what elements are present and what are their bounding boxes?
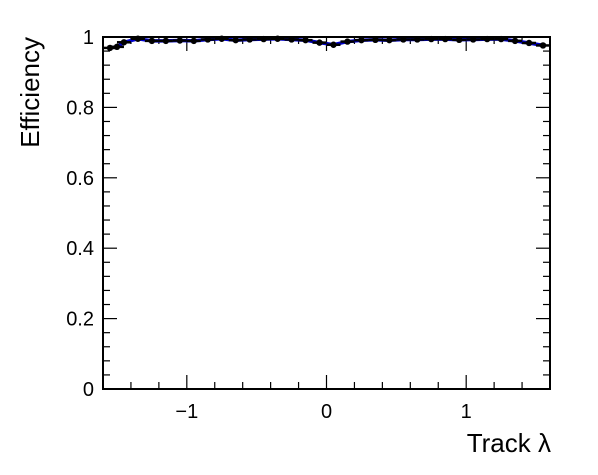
data-point — [190, 37, 197, 45]
data-point — [358, 36, 365, 44]
x-axis-label: Track λ — [467, 428, 551, 458]
data-point — [113, 43, 121, 51]
data-point — [344, 38, 351, 45]
data-point — [302, 36, 309, 44]
data-point — [525, 39, 533, 47]
data-point — [372, 36, 379, 44]
data-point — [511, 37, 519, 45]
data-point — [176, 37, 184, 44]
x-tick-label: 0 — [321, 401, 332, 423]
x-tick-label: −1 — [175, 401, 198, 423]
y-tick-label: 0.8 — [66, 97, 94, 119]
y-tick-label: 0 — [83, 379, 94, 401]
data-point — [316, 39, 323, 46]
y-tick-label: 0.2 — [66, 309, 94, 331]
y-tick-label: 1 — [83, 27, 94, 49]
data-point — [148, 37, 156, 45]
data-point — [456, 36, 463, 44]
axes: 0 0.2 0.4 0.6 0.8 1 −1 0 1 — [66, 27, 551, 423]
y-axis-label: Efficiency — [15, 37, 45, 148]
data-point — [330, 41, 337, 48]
data-point — [386, 36, 393, 44]
data-point — [120, 39, 128, 46]
data-point — [539, 42, 547, 49]
plot-frame — [102, 36, 551, 390]
data-point — [162, 37, 170, 45]
y-tick-label: 0.6 — [66, 168, 94, 190]
data-point — [232, 36, 239, 44]
y-tick-label: 0.4 — [66, 238, 94, 260]
x-tick-label: 1 — [461, 401, 472, 423]
